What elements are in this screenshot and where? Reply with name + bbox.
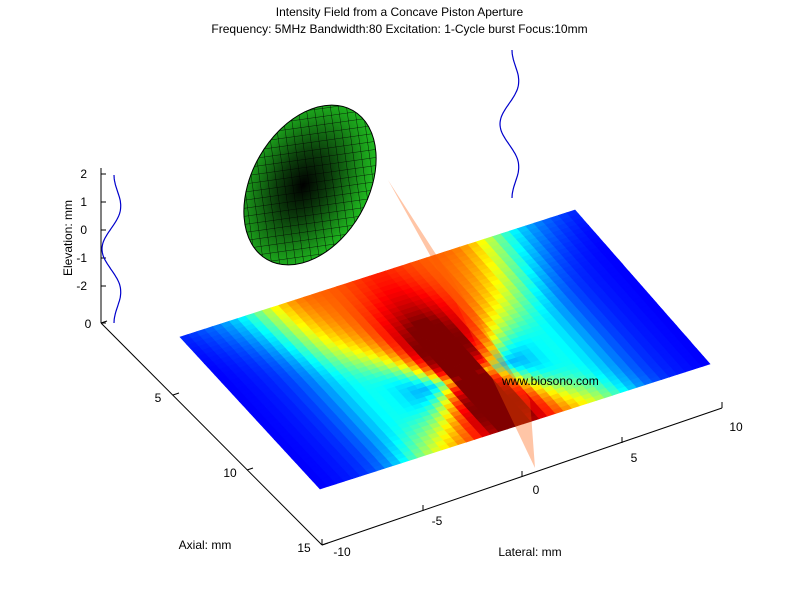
excitation-waveform-left <box>102 175 121 323</box>
elevation-axis-label: Elevation: mm <box>61 200 75 276</box>
piston-aperture <box>217 82 403 289</box>
axial-tick-label: 15 <box>297 541 311 555</box>
axial-tick-label: 5 <box>155 391 162 405</box>
elevation-tick-label: 1 <box>80 195 87 209</box>
axial-tick-label: 10 <box>223 466 237 480</box>
excitation-waveform-top <box>500 50 519 198</box>
lateral-tick-label: -5 <box>432 514 443 528</box>
lateral-tick-label: -10 <box>333 545 351 559</box>
axial-axis-label: Axial: mm <box>179 538 232 552</box>
lateral-tick-label: 0 <box>533 483 540 497</box>
axial-tick-label: 0 <box>85 317 92 331</box>
watermark: www.biosono.com <box>501 374 599 388</box>
lateral-tick-label: 5 <box>631 451 638 465</box>
tick <box>247 468 253 470</box>
elevation-tick-label: 2 <box>80 167 87 181</box>
elevation-tick-label: -2 <box>76 279 87 293</box>
elevation-tick-label: 0 <box>80 223 87 237</box>
elevation-tick-label: -1 <box>76 251 87 265</box>
tick <box>173 393 179 395</box>
tick <box>322 543 328 545</box>
lateral-axis-label: Lateral: mm <box>498 545 561 559</box>
lateral-tick-label: 10 <box>729 420 743 434</box>
